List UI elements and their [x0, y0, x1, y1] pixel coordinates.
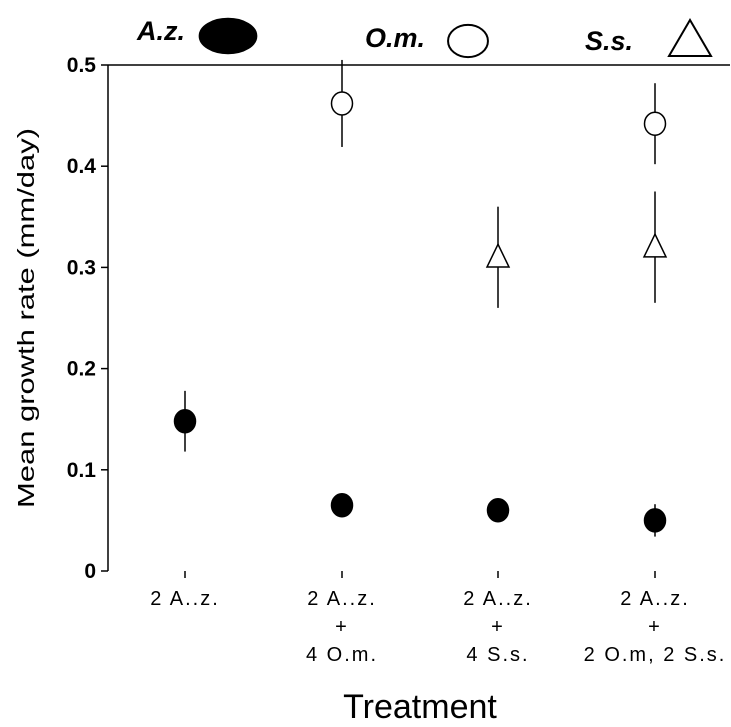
marker: [642, 232, 668, 258]
x-tick-label: 2 A..z.: [150, 588, 220, 610]
x-tick-label: 4 S.s.: [466, 644, 529, 666]
x-axis-label: Treatment: [343, 688, 497, 722]
x-tick-label: +: [491, 616, 505, 638]
x-tick-label: 2 A..z.: [463, 588, 533, 610]
marker: [643, 111, 667, 136]
marker: [330, 91, 354, 116]
y-tick-label: 0.4: [67, 155, 97, 178]
x-tick-label: +: [335, 616, 349, 638]
marker: [486, 498, 510, 523]
legend-marker: [447, 23, 489, 59]
y-tick-label: 0.1: [67, 459, 97, 482]
legend-label: O.m.: [365, 23, 425, 53]
y-tick-label: 0.5: [67, 54, 97, 77]
x-tick-label: 2 A..z.: [620, 588, 690, 610]
legend-label: S.s.: [585, 26, 633, 56]
y-tick-label: 0.3: [67, 256, 96, 279]
marker: [330, 492, 354, 518]
x-tick-label: 2 O.m, 2 S.s.: [584, 644, 727, 666]
x-tick-label: 4 O.m.: [306, 644, 378, 666]
marker: [643, 508, 667, 533]
y-tick-label: 0.2: [67, 358, 96, 381]
x-tick-label: 2 A..z.: [307, 588, 377, 610]
y-tick-label: 0: [84, 560, 96, 583]
legend-marker: [667, 18, 713, 57]
x-tick-label: +: [648, 616, 662, 638]
marker: [485, 242, 511, 268]
legend-marker: [198, 17, 258, 55]
y-axis-label: Mean growth rate (mm/day): [13, 128, 39, 508]
marker: [173, 408, 197, 434]
legend-label: A.z.: [136, 16, 185, 46]
